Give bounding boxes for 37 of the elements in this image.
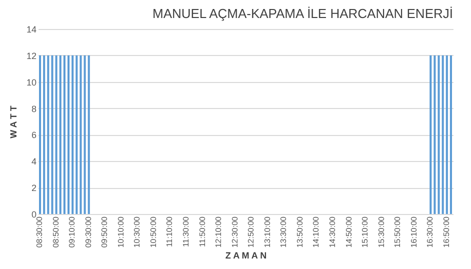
x-tick-label: 12:30:00: [230, 216, 240, 248]
x-tick-label: 15:50:00: [393, 216, 402, 248]
x-tick-label: 14:50:00: [344, 216, 354, 248]
x-tick-label: 16:30:00: [426, 216, 435, 248]
x-tick-label: 11:10:00: [165, 216, 174, 248]
y-tick-label: 8: [31, 104, 36, 114]
y-tick-label: 0: [31, 210, 36, 220]
x-tick-label: 12:10:00: [214, 216, 224, 248]
x-tick-label: 16:10:00: [409, 216, 418, 248]
x-tick-label: 15:10:00: [360, 216, 370, 248]
x-tick-label: 11:30:00: [182, 216, 191, 248]
chart-title: MANUEL AÇMA-KAPAMA İLE HARCANAN ENERJİ: [152, 6, 453, 21]
x-tick-label: 09:10:00: [68, 216, 77, 248]
x-tick-label: 14:10:00: [312, 216, 321, 248]
x-tick-label: 15:30:00: [376, 216, 386, 248]
y-tick-label: 10: [26, 77, 36, 88]
x-tick-label: 08:30:00: [35, 216, 44, 248]
y-tick-label: 6: [31, 130, 36, 140]
y-tick-label: 14: [26, 24, 36, 34]
y-axis-title: W A T T: [8, 105, 18, 138]
x-tick-label: 14:30:00: [328, 216, 337, 248]
x-tick-label: 13:30:00: [279, 216, 288, 248]
y-tick-label: 12: [26, 50, 36, 61]
x-tick-label: 16:50:00: [442, 216, 451, 248]
y-tick-label: 4: [31, 156, 36, 167]
x-tick-label: 11:50:00: [198, 216, 207, 248]
x-tick-label: 13:10:00: [262, 216, 272, 248]
x-tick-label: 10:50:00: [148, 216, 158, 248]
y-tick-label: 2: [31, 183, 36, 194]
x-tick-label: 12:50:00: [246, 216, 256, 248]
x-tick-label: 10:30:00: [132, 216, 142, 248]
x-tick-label: 13:50:00: [295, 216, 304, 248]
x-tick-label: 09:30:00: [84, 216, 93, 248]
x-tick-label: 08:50:00: [51, 216, 60, 248]
x-axis-title: Z A M A N: [225, 250, 267, 261]
x-tick-label: 10:10:00: [116, 216, 126, 248]
x-tick-label: 09:50:00: [100, 216, 110, 248]
